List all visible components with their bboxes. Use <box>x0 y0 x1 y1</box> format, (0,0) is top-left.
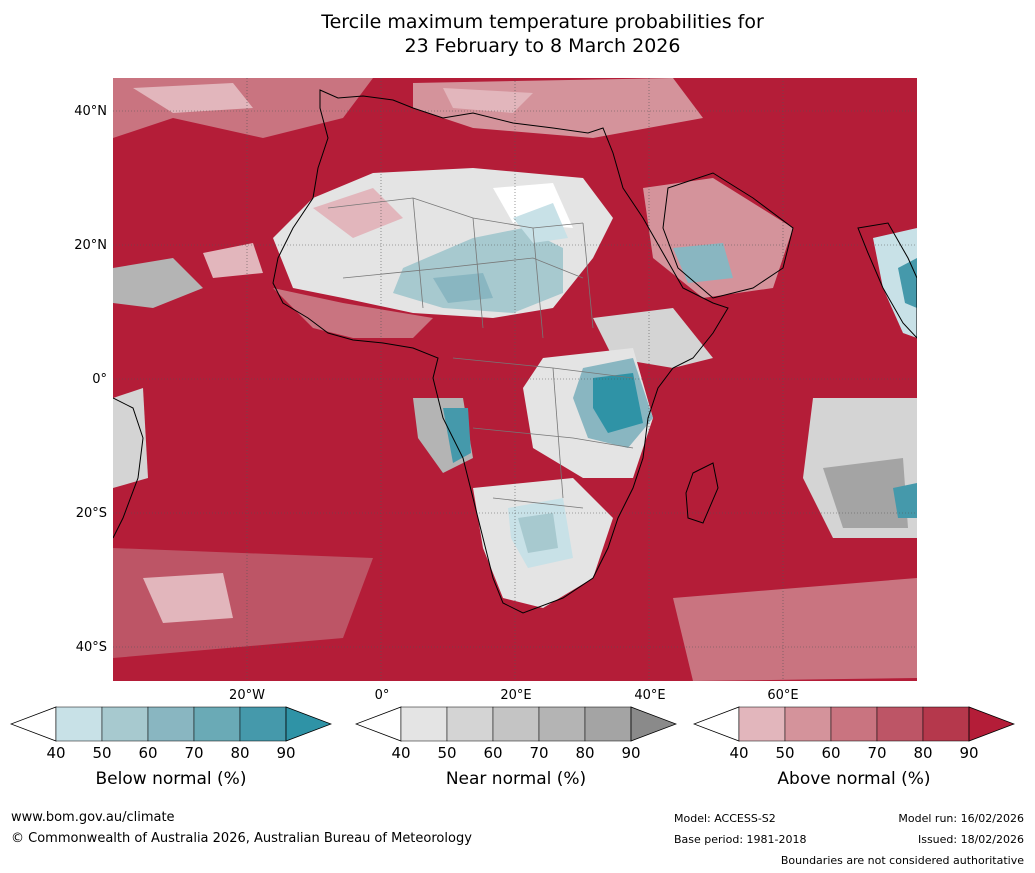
india-coastline <box>857 222 917 339</box>
copyright-text: © Commonwealth of Australia 2026, Austra… <box>11 831 472 846</box>
colorbar-swatch <box>446 706 494 742</box>
above-tick-80: 80 <box>913 744 933 762</box>
region-sahel-light-blue <box>513 203 568 243</box>
region-south-america-grey <box>113 388 148 488</box>
region-west-africa-coast <box>273 288 433 338</box>
disclaimer-label: Boundaries are not considered authoritat… <box>780 854 1024 867</box>
lat-label-20n: 20°N <box>74 238 107 253</box>
lat-label-0: 0° <box>92 372 107 387</box>
colorbar-swatch <box>147 706 195 742</box>
colorbar-swatch <box>584 706 632 742</box>
near-tick-40: 40 <box>391 744 411 762</box>
near-tick-60: 60 <box>483 744 503 762</box>
colorbar-swatch <box>239 706 287 742</box>
above-tick-60: 60 <box>821 744 841 762</box>
colorbar-above-normal: 40 50 60 70 80 90 Above normal (%) <box>692 706 1016 789</box>
above-tick-90: 90 <box>959 744 979 762</box>
region-indian-ocean-dark-grey <box>823 458 908 528</box>
colorbar-below-normal-swatches <box>9 706 333 742</box>
region-arabia-blue <box>673 243 733 283</box>
near-tick-50: 50 <box>437 744 457 762</box>
lon-label-0: 0° <box>374 688 390 703</box>
colorbar-swatch <box>968 706 1016 742</box>
map-coastlines <box>113 89 917 614</box>
africa-coastline <box>272 89 729 614</box>
issued-label: Issued: 18/02/2026 <box>917 833 1024 846</box>
below-tick-60: 60 <box>138 744 158 762</box>
model-run-label: Model run: 16/02/2026 <box>898 812 1024 825</box>
region-sahara-pink <box>313 188 403 238</box>
region-south-atlantic-light-pink <box>143 573 233 623</box>
region-angola-blue <box>443 408 471 463</box>
near-tick-90: 90 <box>621 744 641 762</box>
region-atlantic-grey <box>113 258 203 308</box>
title-line-1: Tercile maximum temperature probabilitie… <box>321 11 764 33</box>
lat-label-40n: 40°N <box>74 104 107 119</box>
above-normal-caption: Above normal (%) <box>777 769 931 789</box>
region-kalahari-blue <box>518 513 558 553</box>
map-graticule <box>113 78 917 681</box>
below-tick-50: 50 <box>92 744 112 762</box>
colorbar-swatch <box>285 706 333 742</box>
colorbar-swatch <box>400 706 448 742</box>
region-pink-patch <box>133 83 253 113</box>
colorbar-swatch <box>538 706 586 742</box>
below-tick-80: 80 <box>230 744 250 762</box>
below-tick-90: 90 <box>276 744 296 762</box>
colorbar-above-normal-swatches <box>692 706 1016 742</box>
lon-label-60e: 60°E <box>767 688 799 703</box>
colorbar-below-normal: 40 50 60 70 80 90 Below normal (%) <box>9 706 333 789</box>
lat-label-40s: 40°S <box>75 640 107 655</box>
arabia-coastline <box>662 172 794 299</box>
colorbar-swatch <box>55 706 103 742</box>
website-link[interactable]: www.bom.gov.au/climate <box>11 810 175 825</box>
above-tick-70: 70 <box>867 744 887 762</box>
base-period-label: Base period: 1981-2018 <box>674 833 807 846</box>
colorbar-swatch <box>101 706 149 742</box>
colorbar-swatch <box>193 706 241 742</box>
region-sahel-mid-blue <box>433 273 493 303</box>
colorbar-swatch <box>492 706 540 742</box>
near-tick-70: 70 <box>529 744 549 762</box>
colorbar-swatch <box>784 706 832 742</box>
madagascar-coastline <box>685 462 719 524</box>
colorbar-swatch <box>922 706 970 742</box>
lon-label-40e: 40°E <box>634 688 666 703</box>
title-line-2: 23 February to 8 March 2026 <box>404 35 681 57</box>
region-south-atlantic-pink <box>113 548 373 658</box>
south-america-coastline <box>113 397 144 539</box>
region-indian-ocean-blue <box>893 483 917 518</box>
colorbar-swatch <box>738 706 786 742</box>
map-country-borders <box>327 197 634 509</box>
region-india-blue <box>898 258 917 308</box>
model-label: Model: ACCESS-S2 <box>674 812 776 825</box>
above-tick-50: 50 <box>775 744 795 762</box>
map-canvas <box>113 78 917 681</box>
map-title: Tercile maximum temperature probabilitie… <box>0 10 1035 58</box>
colorbar-swatch <box>876 706 924 742</box>
region-lake-victoria-blue <box>593 373 643 433</box>
region-arabia <box>643 178 793 298</box>
lat-label-20s: 20°S <box>75 506 107 521</box>
region-pink-patch-2 <box>443 88 533 113</box>
region-atlantic-pink <box>203 243 263 278</box>
colorbar-swatch <box>630 706 678 742</box>
below-tick-70: 70 <box>184 744 204 762</box>
near-normal-caption: Near normal (%) <box>445 769 587 789</box>
lon-label-20e: 20°E <box>500 688 532 703</box>
above-tick-40: 40 <box>729 744 749 762</box>
colorbar-near-normal-swatches <box>354 706 678 742</box>
lon-label-20w: 20°W <box>229 688 265 703</box>
below-tick-40: 40 <box>46 744 66 762</box>
region-south-indian-pink <box>673 578 917 681</box>
near-tick-80: 80 <box>575 744 595 762</box>
colorbar-near-normal: 40 50 60 70 80 90 Near normal (%) <box>354 706 678 789</box>
colorbar-swatch <box>830 706 878 742</box>
below-normal-caption: Below normal (%) <box>95 769 247 789</box>
probability-map <box>113 78 917 681</box>
